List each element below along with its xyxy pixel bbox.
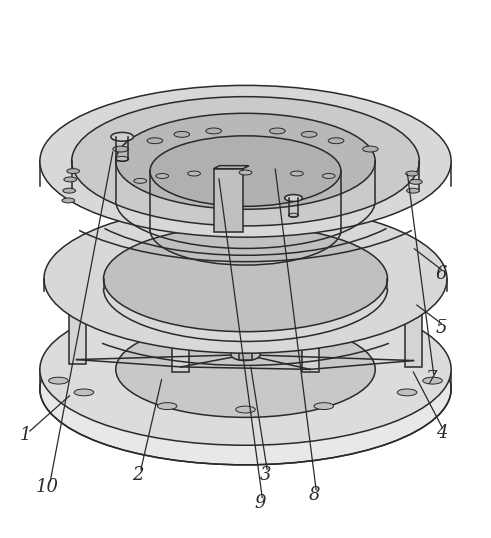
Ellipse shape (74, 389, 94, 396)
Ellipse shape (156, 174, 168, 179)
Ellipse shape (362, 146, 378, 152)
Text: 1: 1 (20, 427, 31, 444)
Ellipse shape (301, 131, 317, 137)
Ellipse shape (188, 171, 200, 176)
Ellipse shape (206, 128, 221, 134)
Text: 4: 4 (436, 424, 447, 442)
Text: 8: 8 (308, 486, 320, 504)
Text: 9: 9 (254, 494, 266, 512)
Polygon shape (172, 280, 194, 286)
Ellipse shape (409, 179, 422, 185)
Ellipse shape (328, 138, 344, 144)
Polygon shape (172, 286, 189, 372)
Ellipse shape (134, 179, 147, 183)
Polygon shape (405, 268, 427, 274)
Ellipse shape (239, 170, 252, 175)
Ellipse shape (147, 138, 163, 144)
Ellipse shape (291, 171, 303, 176)
Ellipse shape (314, 402, 333, 409)
Ellipse shape (113, 146, 129, 152)
Ellipse shape (40, 86, 451, 237)
Text: 10: 10 (36, 478, 59, 496)
Polygon shape (214, 168, 243, 232)
Ellipse shape (63, 188, 76, 193)
Ellipse shape (158, 402, 177, 409)
Ellipse shape (407, 188, 419, 193)
Ellipse shape (111, 132, 134, 141)
Ellipse shape (116, 321, 375, 417)
Ellipse shape (406, 171, 418, 176)
Polygon shape (302, 282, 324, 288)
Text: 6: 6 (436, 265, 447, 283)
Ellipse shape (423, 377, 442, 384)
Text: 5: 5 (436, 318, 447, 337)
Text: 2: 2 (132, 465, 143, 484)
Ellipse shape (323, 174, 335, 179)
Ellipse shape (116, 157, 129, 161)
Polygon shape (239, 348, 252, 359)
Polygon shape (405, 274, 422, 367)
Ellipse shape (64, 177, 77, 182)
Ellipse shape (285, 195, 302, 201)
Ellipse shape (104, 226, 387, 331)
Ellipse shape (236, 406, 255, 413)
Ellipse shape (40, 313, 451, 465)
Text: 7: 7 (426, 370, 437, 388)
Ellipse shape (49, 377, 68, 384)
Ellipse shape (72, 97, 419, 226)
Text: 3: 3 (259, 465, 271, 484)
Ellipse shape (116, 114, 375, 209)
Ellipse shape (44, 204, 447, 353)
Ellipse shape (67, 168, 80, 174)
Polygon shape (69, 272, 86, 364)
Ellipse shape (150, 136, 341, 207)
Ellipse shape (397, 389, 417, 396)
Ellipse shape (40, 294, 451, 445)
Ellipse shape (270, 128, 285, 134)
Ellipse shape (289, 213, 299, 217)
Polygon shape (302, 288, 319, 372)
Polygon shape (69, 266, 91, 272)
Ellipse shape (62, 198, 75, 203)
Polygon shape (214, 166, 249, 168)
Ellipse shape (174, 131, 190, 137)
Ellipse shape (231, 349, 260, 360)
